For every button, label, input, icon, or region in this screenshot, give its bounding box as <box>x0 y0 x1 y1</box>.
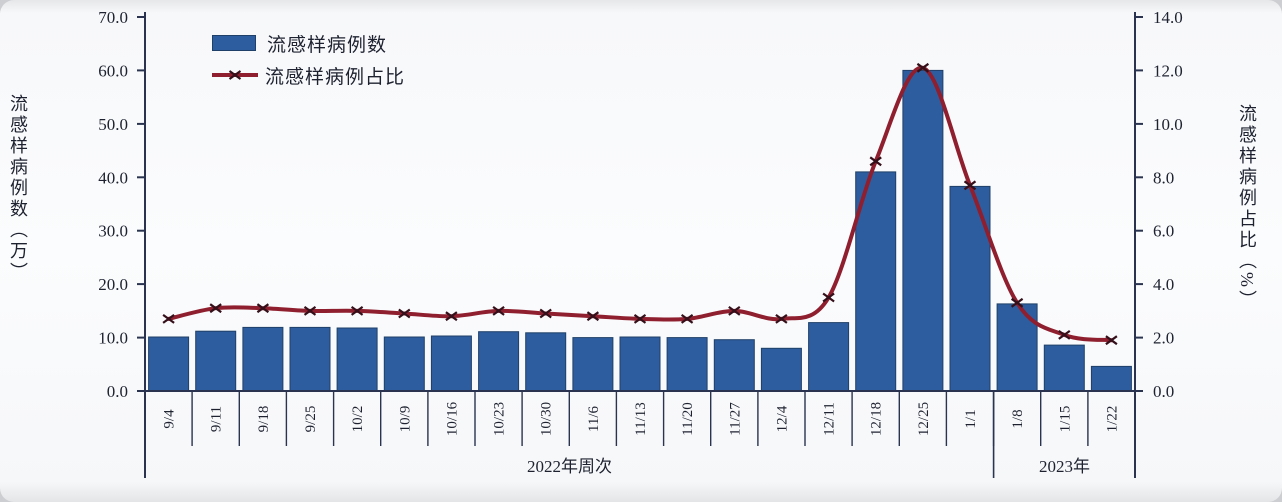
bar-9/11 <box>195 330 237 392</box>
x-category-label: 9/4 <box>162 409 178 429</box>
bar-1/15 <box>1043 344 1085 392</box>
right-tick-label: 2.0 <box>1153 329 1174 348</box>
bar-10/9 <box>383 336 425 392</box>
x-category-label: 9/25 <box>303 406 319 433</box>
line-x-markers <box>162 62 1118 346</box>
bar-9/18 <box>242 326 284 392</box>
legend-line-label: 流感样病例占比 <box>265 66 406 88</box>
right-tick-label: 4.0 <box>1153 275 1174 294</box>
x-category-label: 11/27 <box>727 402 743 436</box>
bar-12/18 <box>855 171 897 392</box>
right-tick-label: 14.0 <box>1153 8 1183 27</box>
y-axis-lines <box>144 12 1136 478</box>
proportion-line-series <box>166 65 1114 343</box>
bar-1/22 <box>1090 365 1132 392</box>
x-category-label: 1/15 <box>1057 406 1073 433</box>
x-category-label: 1/22 <box>1104 406 1120 433</box>
legend-bar-label: 流感样病例数 <box>267 34 388 56</box>
right-tick-label: 12.0 <box>1153 61 1183 80</box>
left-tick-label: 20.0 <box>98 275 128 294</box>
left-tick-label: 50.0 <box>98 115 128 134</box>
bar-10/30 <box>525 332 567 392</box>
legend-item-cases: 流感样病例数 <box>212 28 405 58</box>
x-category-label: 10/16 <box>444 401 460 436</box>
left-tick-label: 40.0 <box>98 168 128 187</box>
x-category-label: 10/30 <box>539 402 555 436</box>
x-category-label: 12/25 <box>916 402 932 436</box>
x-category-label: 11/20 <box>680 402 696 436</box>
x-category-label: 9/11 <box>209 406 225 432</box>
bar-12/4 <box>760 347 802 392</box>
bar-9/25 <box>289 326 331 392</box>
right-tick-label: 8.0 <box>1153 168 1174 187</box>
bar-12/11 <box>808 322 850 392</box>
bar-10/23 <box>478 331 520 392</box>
left-tick-label: 70.0 <box>98 8 128 27</box>
bar-10/16 <box>430 335 472 392</box>
legend-item-proportion: 流感样病例占比 <box>212 60 405 90</box>
chart-legend: 流感样病例数 流感样病例占比 <box>212 28 405 90</box>
line-series-swatch-icon <box>212 70 258 80</box>
x-category-label: 9/18 <box>256 406 272 433</box>
right-axis-title: 流感样病例占比（%） <box>1237 104 1257 311</box>
left-tick-label: 60.0 <box>98 61 128 80</box>
right-tick-label: 0.0 <box>1153 382 1174 401</box>
x-category-label: 10/9 <box>397 406 413 433</box>
bar-11/13 <box>619 336 661 392</box>
left-axis-title: 流感样病例数（万） <box>8 94 28 283</box>
left-tick-label: 30.0 <box>98 222 128 241</box>
x-category-label: 10/23 <box>492 402 508 436</box>
x-category-label: 12/4 <box>774 405 790 432</box>
left-tick-label: 0.0 <box>107 382 128 401</box>
x-axis-group-label-2023: 2023年 <box>1039 457 1090 476</box>
x-category-label: 12/11 <box>822 402 838 436</box>
bar-12/25 <box>902 69 944 392</box>
bar-10/2 <box>336 327 378 392</box>
bar-11/20 <box>666 337 708 392</box>
bar-9/4 <box>148 336 190 392</box>
bar-series-swatch-icon <box>212 35 256 51</box>
right-tick-label: 10.0 <box>1153 115 1183 134</box>
bar-11/6 <box>572 337 614 392</box>
x-category-label: 10/2 <box>350 406 366 433</box>
x-category-label: 12/18 <box>869 402 885 436</box>
left-tick-label: 10.0 <box>98 329 128 348</box>
x-category-label: 1/1 <box>963 409 979 428</box>
x-category-label: 11/13 <box>633 402 649 436</box>
x-axis-group-label-2022: 2022年周次 <box>527 457 612 476</box>
right-tick-label: 6.0 <box>1153 222 1174 241</box>
x-category-label: 1/8 <box>1010 409 1026 428</box>
bar-11/27 <box>713 339 755 392</box>
x-category-label: 11/6 <box>586 405 602 432</box>
